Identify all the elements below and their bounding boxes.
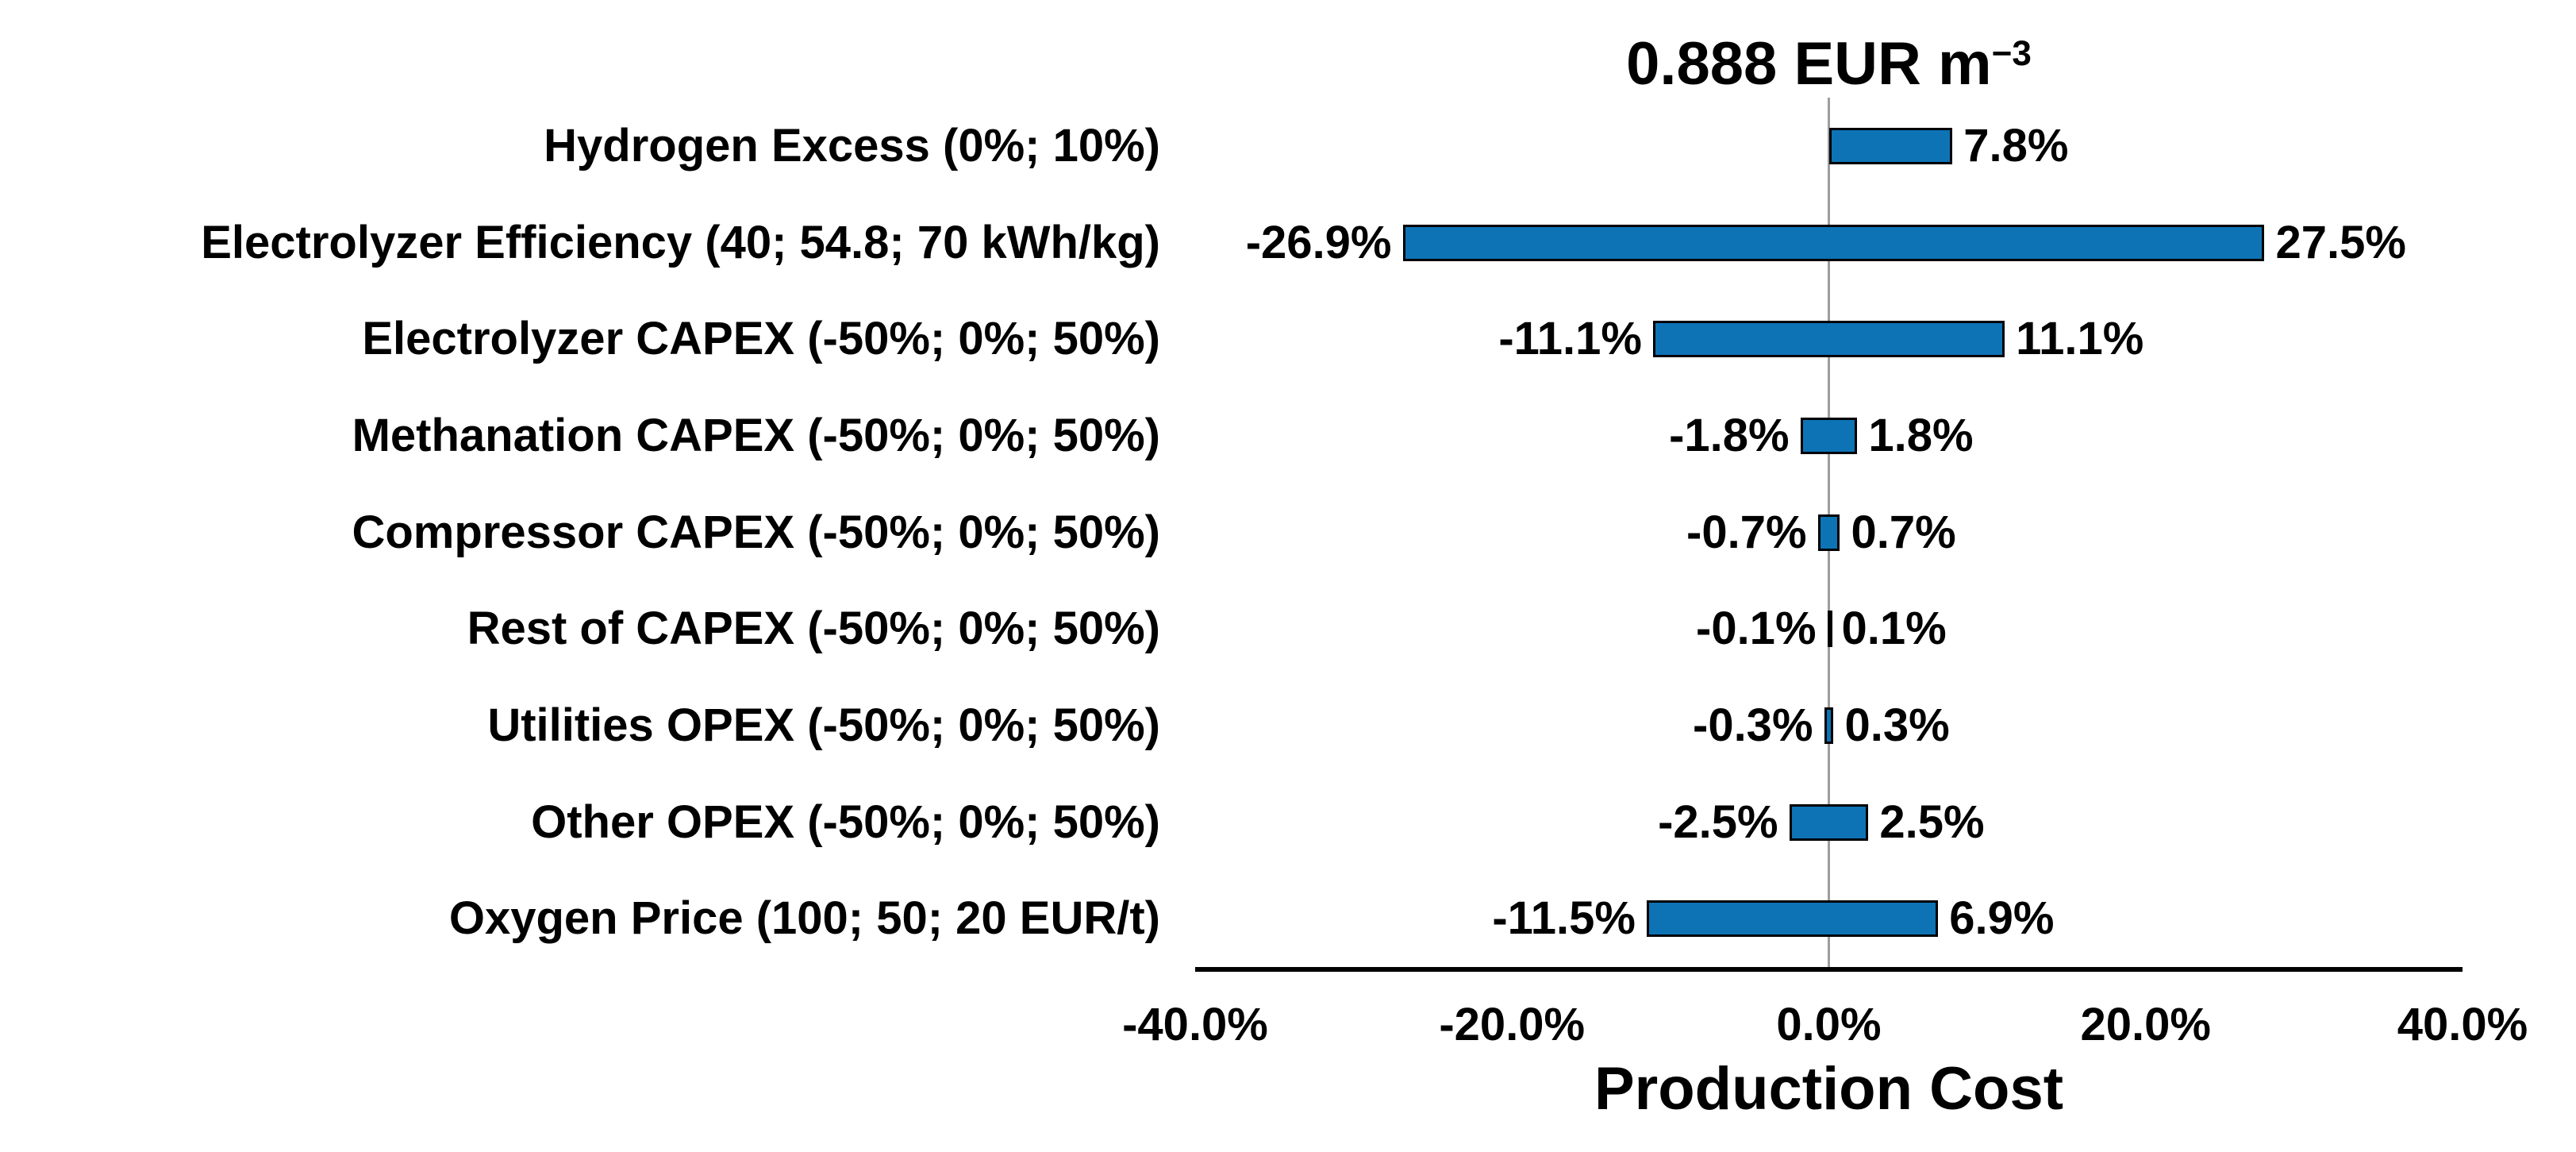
tornado-bar — [1800, 417, 1858, 454]
tornado-bar — [1828, 127, 1953, 164]
x-tick-label: 40.0% — [2397, 999, 2528, 1050]
high-value-label: 6.9% — [1949, 892, 2055, 945]
low-value-label: -0.7% — [1686, 506, 1807, 558]
low-value-label: -1.8% — [1669, 409, 1790, 461]
low-value-label: -0.3% — [1693, 699, 1813, 751]
low-value-label: -0.1% — [1696, 603, 1817, 655]
category-label: Electrolyzer Efficiency (40; 54.8; 70 kW… — [201, 216, 1160, 268]
x-tick-label: 20.0% — [2080, 999, 2211, 1050]
tornado-bar — [1652, 321, 2005, 358]
x-tick-label: 0.0% — [1776, 999, 1882, 1050]
category-label: Utilities OPEX (-50%; 0%; 50%) — [487, 699, 1160, 751]
category-label: Hydrogen Excess (0%; 10%) — [544, 119, 1160, 171]
x-axis-title: Production Cost — [1594, 1055, 2064, 1123]
tornado-bar — [1789, 803, 1869, 841]
chart-title: 0.888 EUR m−3 — [1274, 22, 2385, 96]
category-label: Compressor CAPEX (-50%; 0%; 50%) — [352, 506, 1160, 558]
tornado-bar — [1824, 707, 1834, 744]
low-value-label: -11.1% — [1498, 313, 1642, 365]
tornado-bar — [1827, 611, 1832, 648]
category-label: Rest of CAPEX (-50%; 0%; 50%) — [467, 603, 1160, 655]
chart-title-superscript: −3 — [1991, 34, 2032, 73]
high-value-label: 7.8% — [1963, 119, 2069, 171]
low-value-label: -26.9% — [1245, 216, 1392, 268]
high-value-label: 27.5% — [2275, 216, 2406, 268]
tornado-bar — [1646, 900, 1939, 938]
x-tick-label: -20.0% — [1439, 999, 1586, 1050]
low-value-label: -11.5% — [1492, 892, 1636, 945]
high-value-label: 0.1% — [1841, 603, 1947, 655]
tornado-bar — [1817, 514, 1840, 551]
high-value-label: 1.8% — [1868, 409, 1974, 461]
chart-title-main: 0.888 EUR m — [1626, 30, 1992, 98]
category-label: Oxygen Price (100; 50; 20 EUR/t) — [448, 892, 1160, 945]
tornado-bar — [1402, 224, 2265, 261]
x-tick-label: -40.0% — [1122, 999, 1268, 1050]
category-label: Electrolyzer CAPEX (-50%; 0%; 50%) — [362, 313, 1160, 365]
x-axis-line — [1195, 967, 2463, 972]
category-label: Other OPEX (-50%; 0%; 50%) — [531, 796, 1160, 848]
high-value-label: 11.1% — [2016, 313, 2144, 365]
high-value-label: 0.3% — [1844, 699, 1950, 751]
low-value-label: -2.5% — [1658, 796, 1778, 848]
high-value-label: 2.5% — [1879, 796, 1985, 848]
category-label: Methanation CAPEX (-50%; 0%; 50%) — [352, 409, 1160, 461]
high-value-label: 0.7% — [1851, 506, 1956, 558]
